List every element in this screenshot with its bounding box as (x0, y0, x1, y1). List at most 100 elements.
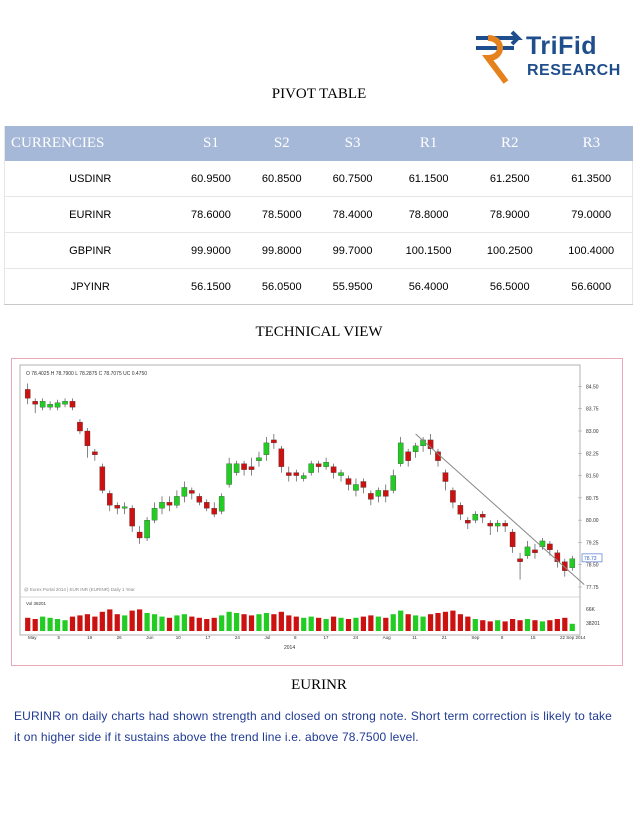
y-tick-label: 79.25 (586, 540, 599, 546)
col-header-currencies: CURRENCIES (3, 126, 176, 161)
candle-body (502, 522, 508, 527)
volume-bar (345, 619, 352, 631)
year-label: 2014 (284, 645, 295, 651)
candle-body (479, 514, 486, 518)
x-tick-label: 15 (530, 635, 536, 640)
candle-body (487, 522, 493, 527)
candle-body (554, 552, 561, 562)
y-tick-label: 84.50 (586, 384, 599, 390)
candle-body (330, 466, 337, 473)
candle-body (256, 457, 262, 461)
col-header-s2: S2 (246, 126, 318, 161)
volume-bar (509, 619, 516, 631)
volume-bar (219, 615, 225, 631)
x-tick-label: 26 (117, 635, 123, 640)
volume-tick-label: 38201 (586, 621, 600, 627)
x-tick-label: Jun (146, 635, 154, 640)
volume-tick-label: 66K (586, 607, 596, 613)
volume-bar (54, 619, 61, 631)
candle-body (69, 401, 76, 408)
x-tick-label: 10 (176, 635, 182, 640)
cell-s1: 78.6000 (175, 196, 247, 233)
volume-bar (99, 611, 105, 631)
candle-body (248, 466, 255, 470)
volume-bar (398, 610, 404, 631)
volume-bar (495, 620, 501, 631)
x-tick-label: 17 (205, 635, 211, 640)
volume-bar (92, 616, 98, 631)
volume-bar (271, 614, 277, 631)
x-tick-label: 11 (412, 635, 417, 640)
col-header-r2: R2 (469, 126, 551, 161)
volume-bar (233, 613, 240, 631)
candle-body (390, 475, 397, 491)
candle-body (196, 496, 203, 503)
candle-body (293, 472, 300, 476)
cell-s1: 60.9500 (175, 161, 247, 197)
candle-body (174, 496, 180, 506)
x-tick-label: Aug (383, 635, 392, 640)
candle-body (92, 451, 98, 455)
candle-body (494, 522, 501, 527)
pair-label: EURINR (291, 677, 347, 693)
rupee-arrow-icon (476, 30, 523, 84)
cell-r2: 56.5000 (469, 268, 551, 305)
cell-s3: 99.7000 (317, 232, 388, 269)
table-row: EURINR 78.6000 78.5000 78.4000 78.8000 7… (3, 196, 634, 233)
cell-r3: 56.6000 (550, 268, 634, 305)
volume-bar (69, 616, 76, 631)
volume-bar (368, 615, 374, 631)
cell-r3: 100.4000 (550, 232, 634, 269)
candle-body (345, 478, 352, 485)
cell-s2: 60.8500 (246, 161, 318, 197)
candlestick-chart: O 78.4025 H 78.7900 L 78.2875 C 78.7075 … (19, 364, 603, 651)
candle-body (189, 490, 195, 494)
candle-body (203, 502, 210, 509)
volume-bar (174, 615, 180, 631)
cell-r3: 61.3500 (550, 161, 634, 197)
candle-body (323, 462, 329, 467)
volume-bar (450, 610, 456, 631)
volume-bar (502, 621, 508, 631)
volume-bar (360, 616, 367, 631)
candle-body (99, 466, 106, 491)
candle-body (286, 472, 292, 476)
candle-body (412, 445, 419, 452)
volume-bar (122, 615, 128, 631)
volume-bar (248, 615, 255, 631)
x-tick-label: May (28, 635, 37, 640)
volume-bar (532, 620, 538, 631)
candle-body (368, 493, 374, 500)
candle-body (442, 472, 449, 482)
volume-bar (338, 617, 344, 631)
y-tick-label: 80.75 (586, 496, 599, 502)
x-tick-label: 17 (324, 635, 330, 640)
volume-bar (40, 616, 46, 631)
cell-s3: 55.9500 (317, 268, 388, 305)
cell-r3: 79.0000 (550, 196, 634, 233)
trifid-logo: TriFid RESEARCH (474, 30, 620, 86)
y-tick-label: 78.50 (586, 563, 599, 569)
y-tick-label: 82.25 (586, 451, 599, 457)
candle-body (375, 490, 382, 497)
volume-bar (375, 616, 381, 631)
pivot-table: CURRENCIES S1 S2 S3 R1 R2 R3 USDINR 60.9… (3, 126, 634, 305)
volume-bar (435, 613, 441, 631)
volume-bar (427, 614, 434, 631)
candle-body (465, 519, 471, 524)
candle-body (308, 463, 314, 473)
candle-body (181, 487, 188, 497)
volume-bar (263, 613, 270, 631)
volume-bar (562, 617, 568, 631)
candle-body (532, 549, 538, 553)
candle-body (397, 442, 404, 464)
candle-body (39, 401, 46, 408)
x-tick-label: 5 (58, 635, 61, 640)
volume-bar (383, 617, 389, 631)
candle-body (84, 430, 91, 447)
candle-body (47, 404, 53, 408)
x-tick-label: 24 (353, 635, 359, 640)
volume-bar (405, 614, 411, 631)
cell-r2: 61.2500 (469, 161, 551, 197)
volume-label: Vol 38201 (26, 601, 47, 606)
